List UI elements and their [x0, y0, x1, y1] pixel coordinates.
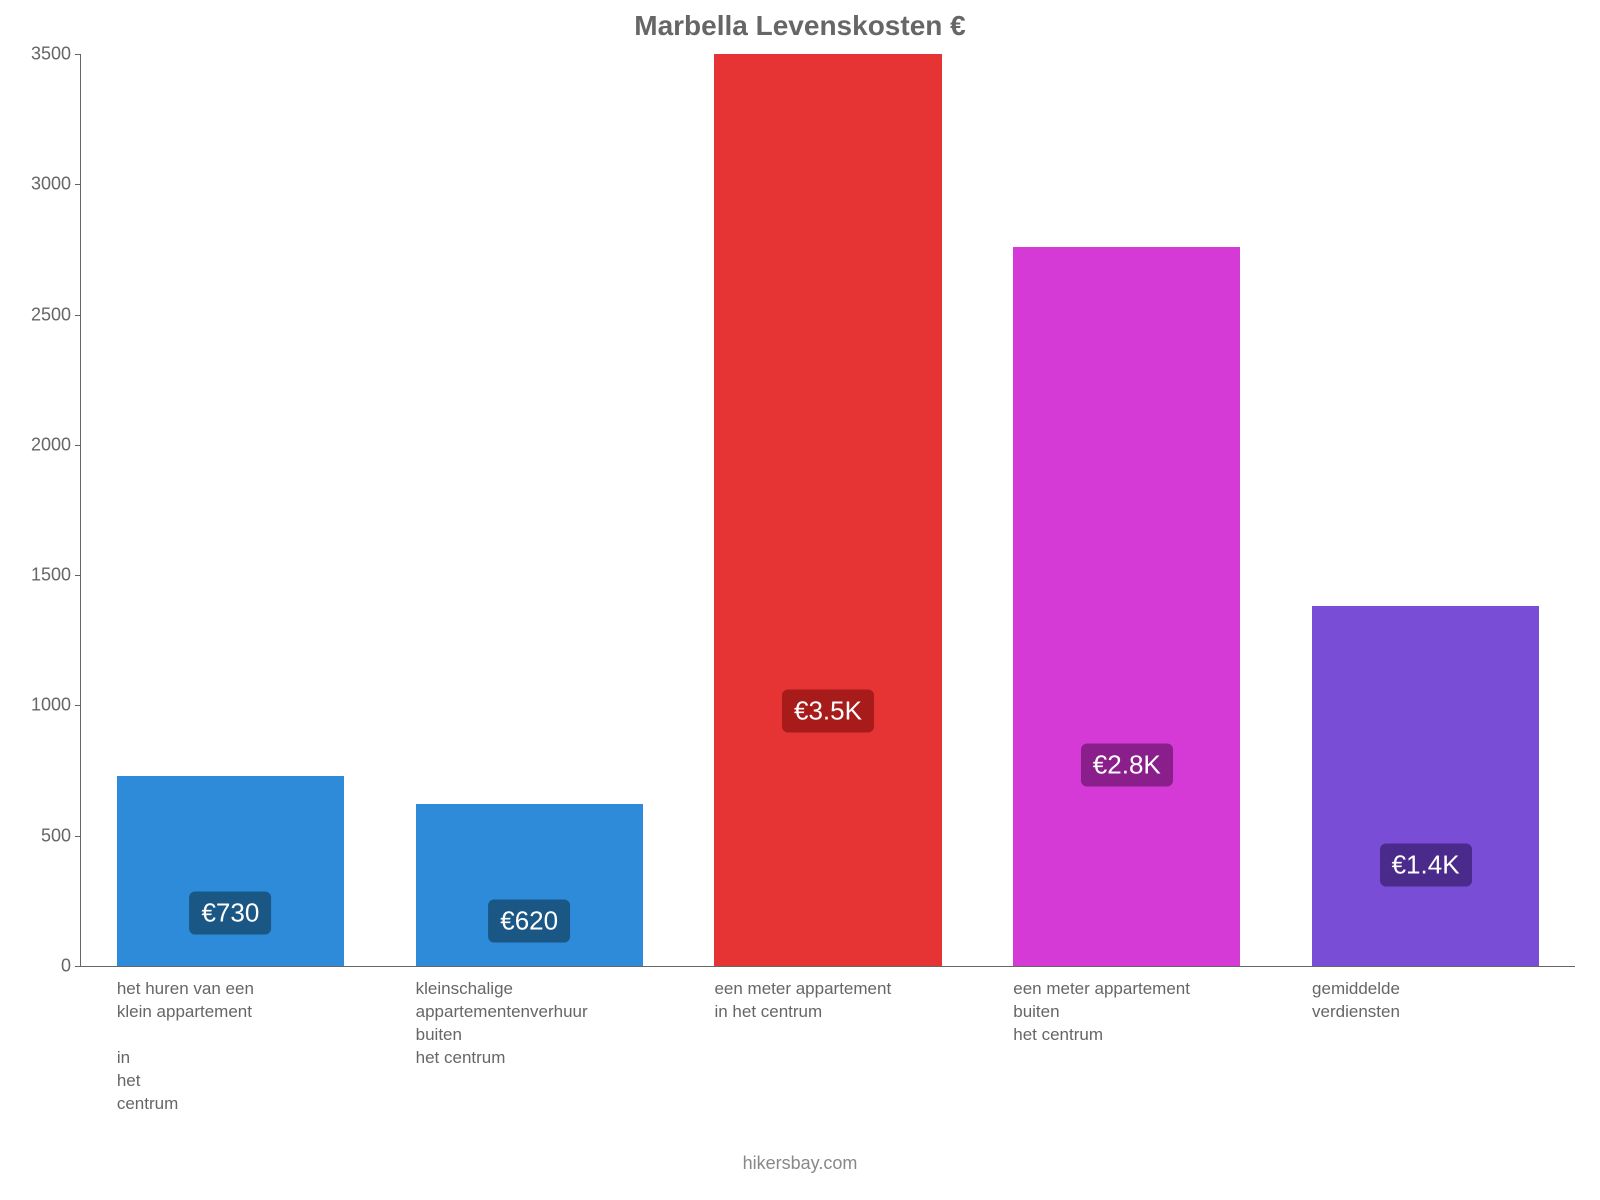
bar-value-label: €730: [189, 891, 271, 934]
y-tick-label: 2000: [31, 434, 81, 455]
chart-container: Marbella Levenskosten € 0500100015002000…: [0, 0, 1600, 1200]
x-tick-label: kleinschaligeappartementenverhuurbuitenh…: [416, 966, 643, 1070]
bar-value-label: €3.5K: [782, 689, 874, 732]
y-tick-mark: [75, 315, 81, 316]
chart-footer: hikersbay.com: [0, 1153, 1600, 1174]
y-tick-label: 1000: [31, 695, 81, 716]
bar-value-label: €2.8K: [1081, 743, 1173, 786]
bar: €620: [416, 804, 643, 966]
bar: €3.5K: [714, 54, 941, 966]
bar: €1.4K: [1312, 606, 1539, 966]
x-tick-label: een meter appartementin het centrum: [714, 966, 941, 1024]
x-tick-label: een meter appartementbuitenhet centrum: [1013, 966, 1240, 1047]
y-tick-mark: [75, 54, 81, 55]
y-tick-mark: [75, 575, 81, 576]
bar: €2.8K: [1013, 247, 1240, 966]
y-tick-label: 1500: [31, 565, 81, 586]
x-tick-label: het huren van eenklein appartement inhet…: [117, 966, 344, 1116]
y-tick-mark: [75, 705, 81, 706]
chart-title: Marbella Levenskosten €: [0, 10, 1600, 42]
y-tick-mark: [75, 184, 81, 185]
y-tick-mark: [75, 966, 81, 967]
bar-value-label: €620: [488, 899, 570, 942]
y-tick-label: 2500: [31, 304, 81, 325]
y-tick-label: 3500: [31, 44, 81, 65]
y-tick-mark: [75, 836, 81, 837]
plot-area: 0500100015002000250030003500€730het hure…: [80, 54, 1575, 967]
x-tick-label: gemiddeldeverdiensten: [1312, 966, 1539, 1024]
y-tick-mark: [75, 445, 81, 446]
bar-value-label: €1.4K: [1380, 844, 1472, 887]
y-tick-label: 3000: [31, 174, 81, 195]
bar: €730: [117, 776, 344, 966]
